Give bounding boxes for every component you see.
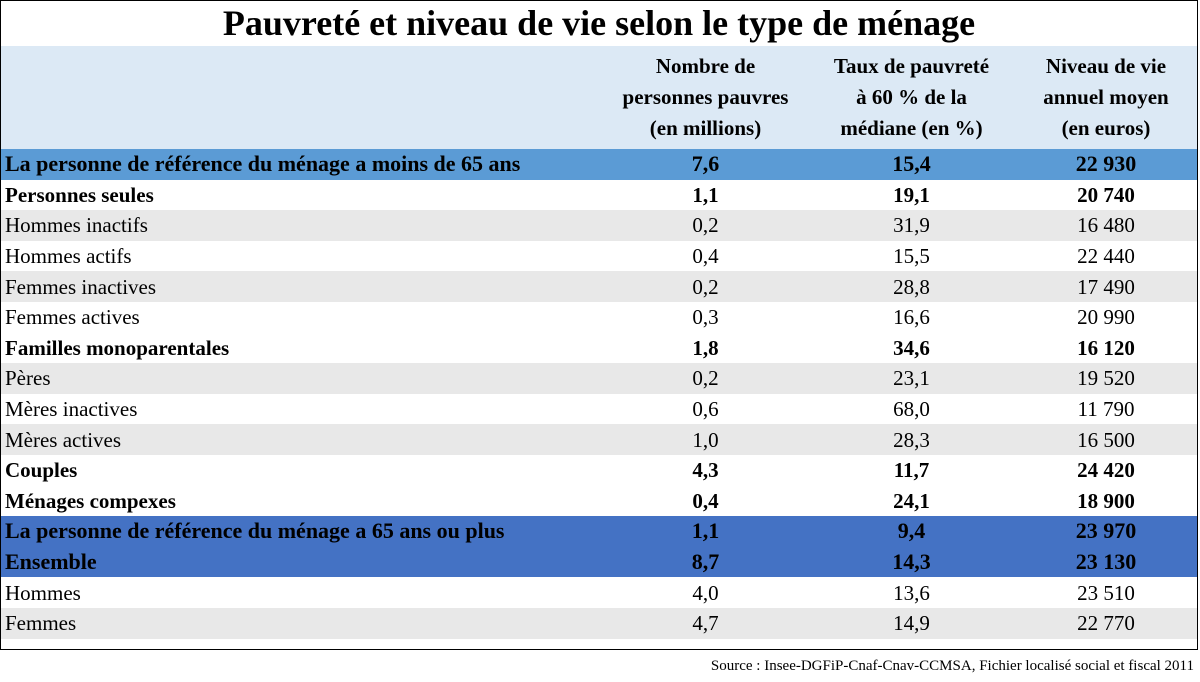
cell-niveau-de-vie: 17 490 bbox=[1015, 271, 1197, 302]
cell-niveau-de-vie: 22 770 bbox=[1015, 607, 1197, 639]
row-label: La personne de référence du ménage a 65 … bbox=[1, 516, 603, 547]
cell-taux-pauvrete: 24,1 bbox=[893, 488, 930, 513]
cell-niveau-de-vie: 24 420 bbox=[1077, 458, 1135, 483]
cell-taux-pauvrete: 11,7 bbox=[893, 458, 930, 483]
header-line: annuel moyen bbox=[1043, 85, 1169, 109]
cell-taux-pauvrete: 9,4 bbox=[808, 516, 1015, 547]
cell-personnes-pauvres: 0,2 bbox=[603, 210, 808, 241]
header-line: (en euros) bbox=[1061, 116, 1151, 140]
header-row: Nombre de personnes pauvres (en millions… bbox=[1, 46, 1197, 149]
header-line: à 60 % de la bbox=[856, 85, 967, 109]
row-label: Hommes actifs bbox=[1, 240, 603, 272]
cell-taux-pauvrete: 28,3 bbox=[808, 424, 1015, 455]
row-label: Ensemble bbox=[1, 546, 603, 578]
row-label: Familles monoparentales bbox=[5, 335, 230, 360]
table-row: Femmes inactives 0,2 28,8 17 490 bbox=[1, 271, 1197, 302]
header-line: personnes pauvres bbox=[622, 85, 789, 109]
cell-personnes-pauvres: 0,4 bbox=[692, 488, 719, 513]
cell-taux-pauvrete: 14,9 bbox=[808, 607, 1015, 639]
cell-taux-pauvrete: 23,1 bbox=[808, 363, 1015, 394]
cell-niveau-de-vie: 20 990 bbox=[1015, 301, 1197, 333]
cell-taux-pauvrete: 14,3 bbox=[808, 546, 1015, 578]
table-row: Familles monoparentales 1,8 34,6 16 120 bbox=[1, 333, 1197, 364]
cell-personnes-pauvres: 8,7 bbox=[603, 546, 808, 578]
page-title: Pauvreté et niveau de vie selon le type … bbox=[222, 3, 976, 43]
cell-personnes-pauvres: 4,3 bbox=[692, 458, 719, 483]
cell-personnes-pauvres: 4,7 bbox=[603, 607, 808, 639]
cell-niveau-de-vie: 16 480 bbox=[1015, 210, 1197, 241]
cell-niveau-de-vie: 16 120 bbox=[1077, 335, 1135, 360]
cell-personnes-pauvres: 1,1 bbox=[603, 516, 808, 547]
table-row: Personnes seules 1,1 19,1 20 740 bbox=[1, 180, 1197, 211]
cell-personnes-pauvres: 0,2 bbox=[603, 271, 808, 302]
cell-personnes-pauvres: 7,6 bbox=[603, 149, 808, 180]
table-row: Ensemble 8,7 14,3 23 130 bbox=[1, 546, 1197, 578]
cell-taux-pauvrete: 15,5 bbox=[808, 240, 1015, 272]
cell-personnes-pauvres: 4,0 bbox=[603, 577, 808, 608]
table-row: Femmes actives 0,3 16,6 20 990 bbox=[1, 301, 1197, 333]
header-taux-pauvrete: Taux de pauvreté à 60 % de la médiane (e… bbox=[808, 46, 1015, 149]
row-label: La personne de référence du ménage a moi… bbox=[1, 149, 603, 180]
row-label: Mères actives bbox=[1, 424, 603, 455]
table-row: Pères 0,2 23,1 19 520 bbox=[1, 363, 1197, 394]
header-line: (en millions) bbox=[649, 116, 762, 140]
row-label: Femmes actives bbox=[1, 301, 603, 333]
row-label: Hommes inactifs bbox=[1, 210, 603, 241]
header-line: Niveau de vie bbox=[1045, 54, 1167, 78]
poverty-table: Nombre de personnes pauvres (en millions… bbox=[1, 46, 1197, 639]
cell-niveau-de-vie: 11 790 bbox=[1015, 393, 1197, 425]
header-line: médiane (en %) bbox=[840, 116, 983, 140]
cell-niveau-de-vie: 20 740 bbox=[1077, 182, 1135, 207]
header-empty-cell bbox=[1, 46, 603, 149]
row-label: Personnes seules bbox=[5, 182, 154, 207]
table-row: Hommes 4,0 13,6 23 510 bbox=[1, 577, 1197, 608]
table-frame bbox=[0, 0, 1198, 650]
source-note: Source : Insee-DGFiP-Cnaf-Cnav-CCMSA, Fi… bbox=[710, 658, 1194, 674]
row-label: Ménages compexes bbox=[5, 488, 176, 513]
table-row: Hommes inactifs 0,2 31,9 16 480 bbox=[1, 210, 1197, 241]
cell-niveau-de-vie: 18 900 bbox=[1077, 488, 1135, 513]
cell-personnes-pauvres: 1,0 bbox=[603, 424, 808, 455]
cell-taux-pauvrete: 28,8 bbox=[808, 271, 1015, 302]
cell-personnes-pauvres: 0,2 bbox=[603, 363, 808, 394]
cell-taux-pauvrete: 16,6 bbox=[808, 301, 1015, 333]
cell-niveau-de-vie: 23 970 bbox=[1015, 516, 1197, 547]
table-row: Hommes actifs 0,4 15,5 22 440 bbox=[1, 240, 1197, 272]
cell-personnes-pauvres: 1,1 bbox=[692, 182, 719, 207]
table-row: Couples 4,3 11,7 24 420 bbox=[1, 455, 1197, 486]
header-niveau-de-vie: Niveau de vie annuel moyen (en euros) bbox=[1015, 46, 1197, 149]
cell-personnes-pauvres: 0,3 bbox=[603, 301, 808, 333]
cell-taux-pauvrete: 31,9 bbox=[808, 210, 1015, 241]
cell-personnes-pauvres: 0,6 bbox=[603, 393, 808, 425]
cell-niveau-de-vie: 16 500 bbox=[1015, 424, 1197, 455]
row-label: Mères inactives bbox=[1, 393, 603, 425]
cell-taux-pauvrete: 13,6 bbox=[808, 577, 1015, 608]
row-label: Femmes inactives bbox=[1, 271, 603, 302]
cell-niveau-de-vie: 22 930 bbox=[1015, 149, 1197, 180]
cell-taux-pauvrete: 34,6 bbox=[893, 335, 930, 360]
cell-taux-pauvrete: 15,4 bbox=[808, 149, 1015, 180]
row-label: Couples bbox=[5, 458, 78, 483]
table-body: La personne de référence du ménage a moi… bbox=[1, 149, 1197, 639]
cell-niveau-de-vie: 23 510 bbox=[1015, 577, 1197, 608]
row-label: Femmes bbox=[1, 607, 603, 639]
header-line: Taux de pauvreté bbox=[833, 54, 990, 78]
table-row: La personne de référence du ménage a 65 … bbox=[1, 516, 1197, 547]
table-row: Mères actives 1,0 28,3 16 500 bbox=[1, 424, 1197, 455]
table-row: Mères inactives 0,6 68,0 11 790 bbox=[1, 393, 1197, 425]
row-label: Hommes bbox=[1, 577, 603, 608]
cell-taux-pauvrete: 68,0 bbox=[808, 393, 1015, 425]
cell-personnes-pauvres: 1,8 bbox=[692, 335, 719, 360]
table-row: La personne de référence du ménage a moi… bbox=[1, 149, 1197, 180]
cell-personnes-pauvres: 0,4 bbox=[603, 240, 808, 272]
cell-niveau-de-vie: 23 130 bbox=[1015, 546, 1197, 578]
table-row: Femmes 4,7 14,9 22 770 bbox=[1, 607, 1197, 639]
cell-niveau-de-vie: 22 440 bbox=[1015, 240, 1197, 272]
header-personnes-pauvres: Nombre de personnes pauvres (en millions… bbox=[603, 46, 808, 149]
header-line: Nombre de bbox=[655, 54, 756, 78]
table-row: Ménages compexes 0,4 24,1 18 900 bbox=[1, 486, 1197, 517]
cell-taux-pauvrete: 19,1 bbox=[893, 182, 930, 207]
cell-niveau-de-vie: 19 520 bbox=[1015, 363, 1197, 394]
row-label: Pères bbox=[1, 363, 603, 394]
